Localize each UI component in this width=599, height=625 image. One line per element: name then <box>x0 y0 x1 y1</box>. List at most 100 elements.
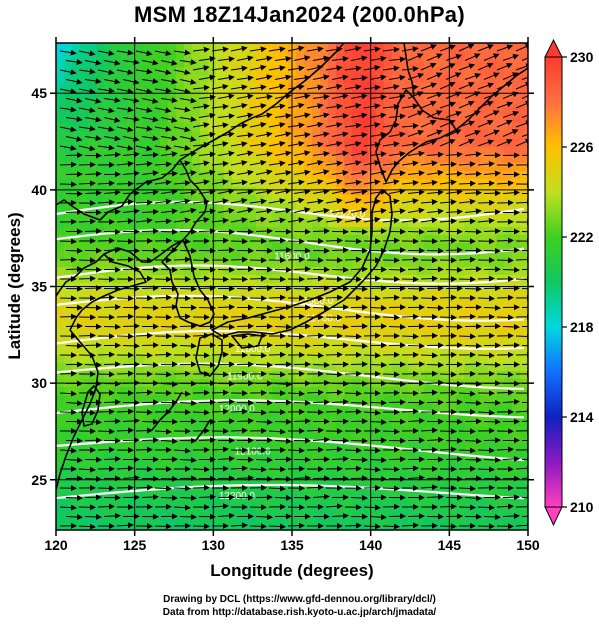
wind-arrow <box>160 323 178 330</box>
wind-arrow <box>249 64 267 71</box>
wind-arrow <box>350 150 368 157</box>
wind-arrow <box>211 160 229 167</box>
wind-arrow <box>363 103 381 110</box>
wind-arrow <box>192 179 210 186</box>
wind-arrow <box>521 477 528 479</box>
wind-arrow <box>268 217 286 224</box>
wind-arrow <box>426 110 443 118</box>
wind-arrow <box>192 84 210 91</box>
wind-arrow <box>211 46 229 53</box>
wind-arrow <box>287 102 305 109</box>
wind-arrow <box>401 141 419 148</box>
wind-arrow <box>369 94 387 101</box>
wind-arrow <box>445 170 463 177</box>
wind-arrow <box>369 55 387 62</box>
wind-arrow <box>445 151 463 158</box>
wind-arrow <box>268 485 286 492</box>
wind-arrow <box>521 57 528 61</box>
wind-arrow <box>116 218 134 225</box>
wind-arrow <box>198 437 216 444</box>
wind-arrow <box>217 455 235 462</box>
wind-arrow <box>103 116 121 123</box>
wind-arrow <box>255 514 273 521</box>
wind-arrow <box>192 484 210 491</box>
wind-arrow <box>173 144 191 151</box>
wind-arrow <box>274 381 292 388</box>
wind-arrow <box>496 371 514 378</box>
wind-arrow <box>306 46 324 53</box>
wind-arrow <box>388 188 406 195</box>
wind-arrow <box>445 323 463 330</box>
wind-arrow <box>236 285 254 292</box>
wind-arrow <box>179 150 197 157</box>
wind-arrow <box>154 161 172 168</box>
wind-arrow <box>325 140 343 147</box>
wind-arrow <box>122 342 140 349</box>
wind-arrow <box>382 103 400 110</box>
wind-arrow <box>160 97 178 104</box>
wind-arrow <box>502 110 520 118</box>
wind-arrow <box>401 103 419 110</box>
wind-arrow <box>141 228 159 235</box>
wind-arrow <box>59 370 77 377</box>
wind-arrow <box>211 503 229 510</box>
wind-arrow <box>116 88 134 95</box>
wind-arrow <box>103 361 121 368</box>
wind-arrow <box>426 436 444 443</box>
wind-arrow <box>211 141 229 147</box>
wind-arrow <box>388 113 406 120</box>
wind-arrow <box>496 294 514 301</box>
wind-arrow <box>84 59 102 66</box>
wind-arrow <box>59 69 77 76</box>
wind-arrow <box>135 332 153 339</box>
wind-arrow <box>274 150 292 157</box>
wind-arrow <box>420 389 438 396</box>
wind-arrow <box>135 484 153 491</box>
wind-arrow <box>217 131 235 138</box>
wind-arrow <box>363 352 381 359</box>
wind-arrow <box>502 323 520 330</box>
wind-arrow <box>230 408 248 415</box>
wind-arrow <box>122 78 140 85</box>
x-axis-label: Longitude (degrees) <box>210 561 373 580</box>
wind-arrow <box>369 457 387 464</box>
wind-arrow <box>306 427 324 434</box>
wind-arrow <box>65 152 83 159</box>
wind-arrow <box>363 295 381 302</box>
wind-arrow <box>116 144 134 151</box>
wind-arrow <box>420 352 438 359</box>
wind-arrow <box>274 55 292 62</box>
wind-arrow <box>464 266 482 273</box>
wind-arrow <box>84 116 102 123</box>
wind-arrow <box>401 160 419 167</box>
wind-arrow <box>249 409 267 416</box>
wind-arrow <box>173 390 191 397</box>
wind-arrow <box>116 180 134 187</box>
wind-arrow <box>211 198 229 205</box>
wind-arrow <box>173 447 191 454</box>
wind-arrow <box>401 256 419 263</box>
wind-arrow <box>97 144 115 151</box>
wind-arrow <box>325 503 343 510</box>
wind-arrow <box>173 217 191 224</box>
wind-arrow <box>401 122 419 129</box>
wind-arrow <box>363 159 381 166</box>
wind-arrow <box>116 238 134 245</box>
wind-arrow <box>255 475 273 482</box>
wind-arrow <box>477 275 495 282</box>
wind-arrow <box>154 294 172 301</box>
wind-arrow <box>439 446 457 453</box>
wind-arrow <box>363 275 381 282</box>
wind-arrow <box>458 428 476 435</box>
wind-arrow <box>249 523 267 530</box>
wind-arrow <box>521 211 528 213</box>
wind-arrow <box>287 140 305 147</box>
wind-arrow <box>65 97 83 104</box>
wind-arrow <box>268 83 286 90</box>
wind-arrow <box>312 399 330 406</box>
wind-arrow <box>173 126 191 133</box>
wind-arrow <box>401 408 419 415</box>
wind-arrow <box>65 494 83 501</box>
wind-arrow <box>230 256 248 263</box>
contour-line <box>56 329 525 350</box>
